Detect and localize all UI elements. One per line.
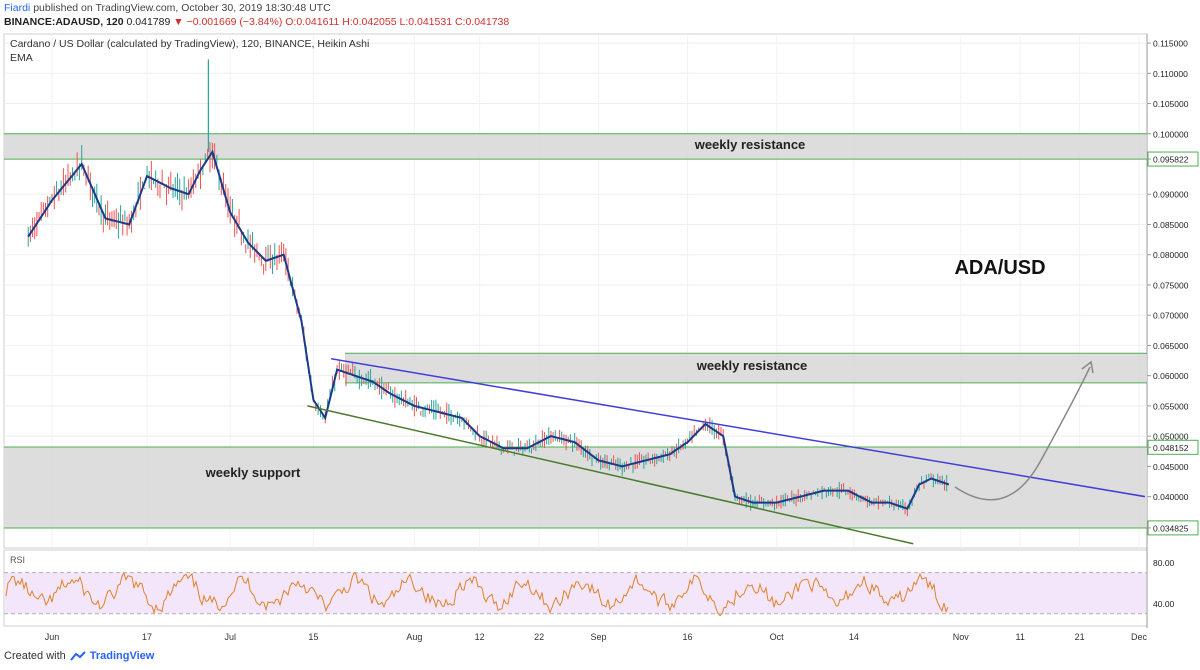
price-change: −0.001669 (−3.84%) <box>186 16 283 28</box>
time-tick-label: 15 <box>308 632 318 642</box>
time-tick-label: Jul <box>224 632 236 642</box>
ohlc-values: O:0.041611 H:0.042055 L:0.041531 C:0.041… <box>285 16 510 28</box>
time-tick-label: 21 <box>1075 632 1085 642</box>
tradingview-logo-icon <box>69 651 86 661</box>
time-tick-label: 16 <box>683 632 693 642</box>
rsi-tick-label: 40.00 <box>1153 599 1175 609</box>
time-tick-label: Jun <box>45 632 60 642</box>
change-arrow-icon: ▼ <box>173 16 184 28</box>
ema-legend: EMA <box>10 52 33 64</box>
rsi-tick-label: 80.00 <box>1153 558 1175 568</box>
rsi-band <box>5 572 1146 614</box>
support-label: weekly support <box>205 465 301 480</box>
time-tick-label: 14 <box>849 632 859 642</box>
price-tick-label: 0.045000 <box>1153 462 1189 472</box>
price-tick-label: 0.040000 <box>1153 492 1189 502</box>
trendline-lower <box>307 405 914 545</box>
price-tick-label: 0.034825 <box>1153 523 1189 533</box>
price-tick-label: 0.060000 <box>1153 371 1189 381</box>
time-tick-label: Dec <box>1131 632 1148 642</box>
price-tick-label: 0.048152 <box>1153 443 1189 453</box>
publish-info: Fiardi published on TradingView.com, Oct… <box>4 2 331 14</box>
resistance-label-mid: weekly resistance <box>696 358 808 373</box>
time-tick-label: 17 <box>142 632 152 642</box>
resistance-label-top: weekly resistance <box>694 137 806 152</box>
published-text: published on TradingView.com, October 30… <box>33 2 331 14</box>
price-tick-label: 0.080000 <box>1153 250 1189 260</box>
price-tick-label: 0.110000 <box>1153 69 1188 79</box>
trendlines <box>307 357 1146 545</box>
price-chart[interactable]: 0.115000 0.110000 0.105000 0.100000 0.095822… <box>0 32 1200 648</box>
price-tick-label: 0.055000 <box>1153 401 1189 411</box>
price-tick-label: 0.115000 <box>1153 39 1188 49</box>
trendline-upper <box>331 357 1146 498</box>
time-tick-label: 22 <box>534 632 544 642</box>
chart-legend-title: Cardano / US Dollar (calculated by Tradi… <box>10 38 369 50</box>
time-tick-label: Aug <box>406 632 422 642</box>
last-price: 0.041789 <box>126 16 171 28</box>
price-tick-label: 0.075000 <box>1153 280 1189 290</box>
rsi-line <box>5 571 949 617</box>
time-tick-label: Nov <box>953 632 970 642</box>
price-tick-label: 0.100000 <box>1153 129 1189 139</box>
arrow-head-icon <box>1081 360 1094 374</box>
price-tick-label: 0.085000 <box>1153 220 1189 230</box>
price-tick-label: 0.070000 <box>1153 311 1189 321</box>
time-tick-label: Oct <box>770 632 785 642</box>
symbol-info: BINANCE:ADAUSD, 120 0.041789 ▼ −0.001669… <box>4 16 509 28</box>
price-tick-label: 0.105000 <box>1153 99 1189 109</box>
footer: Created with TradingView <box>4 650 154 662</box>
zone-rect <box>345 353 1147 383</box>
zone-rect <box>4 447 1147 529</box>
zone-rect <box>4 133 1147 160</box>
rsi-legend: RSI <box>10 555 25 565</box>
rsi-panel: 80.00 40.00 <box>4 558 1175 617</box>
ema-line <box>27 149 950 510</box>
price-tick-label: 0.050000 <box>1153 432 1189 442</box>
price-axis: 0.115000 0.110000 0.105000 0.100000 0.095822… <box>1147 39 1199 536</box>
price-tick-label: 0.095822 <box>1153 155 1189 165</box>
projection-arrow <box>954 366 1091 501</box>
symbol: BINANCE:ADAUSD, 120 <box>4 16 124 28</box>
time-tick-label: Sep <box>590 632 606 642</box>
price-tick-label: 0.065000 <box>1153 341 1189 351</box>
time-axis: Jun 17 Jul 15 Aug 12 22 Sep 16 Oct 14 Nov 11 21 Dec <box>45 632 1148 642</box>
brand-link[interactable]: TradingView <box>89 650 155 662</box>
pair-title: ADA/USD <box>954 257 1045 279</box>
author-link[interactable]: Fiardi <box>4 2 31 14</box>
created-with-text: Created with <box>4 650 66 662</box>
time-tick-label: 11 <box>1016 632 1025 642</box>
time-tick-label: 12 <box>475 632 485 642</box>
price-tick-label: 0.090000 <box>1153 190 1189 200</box>
